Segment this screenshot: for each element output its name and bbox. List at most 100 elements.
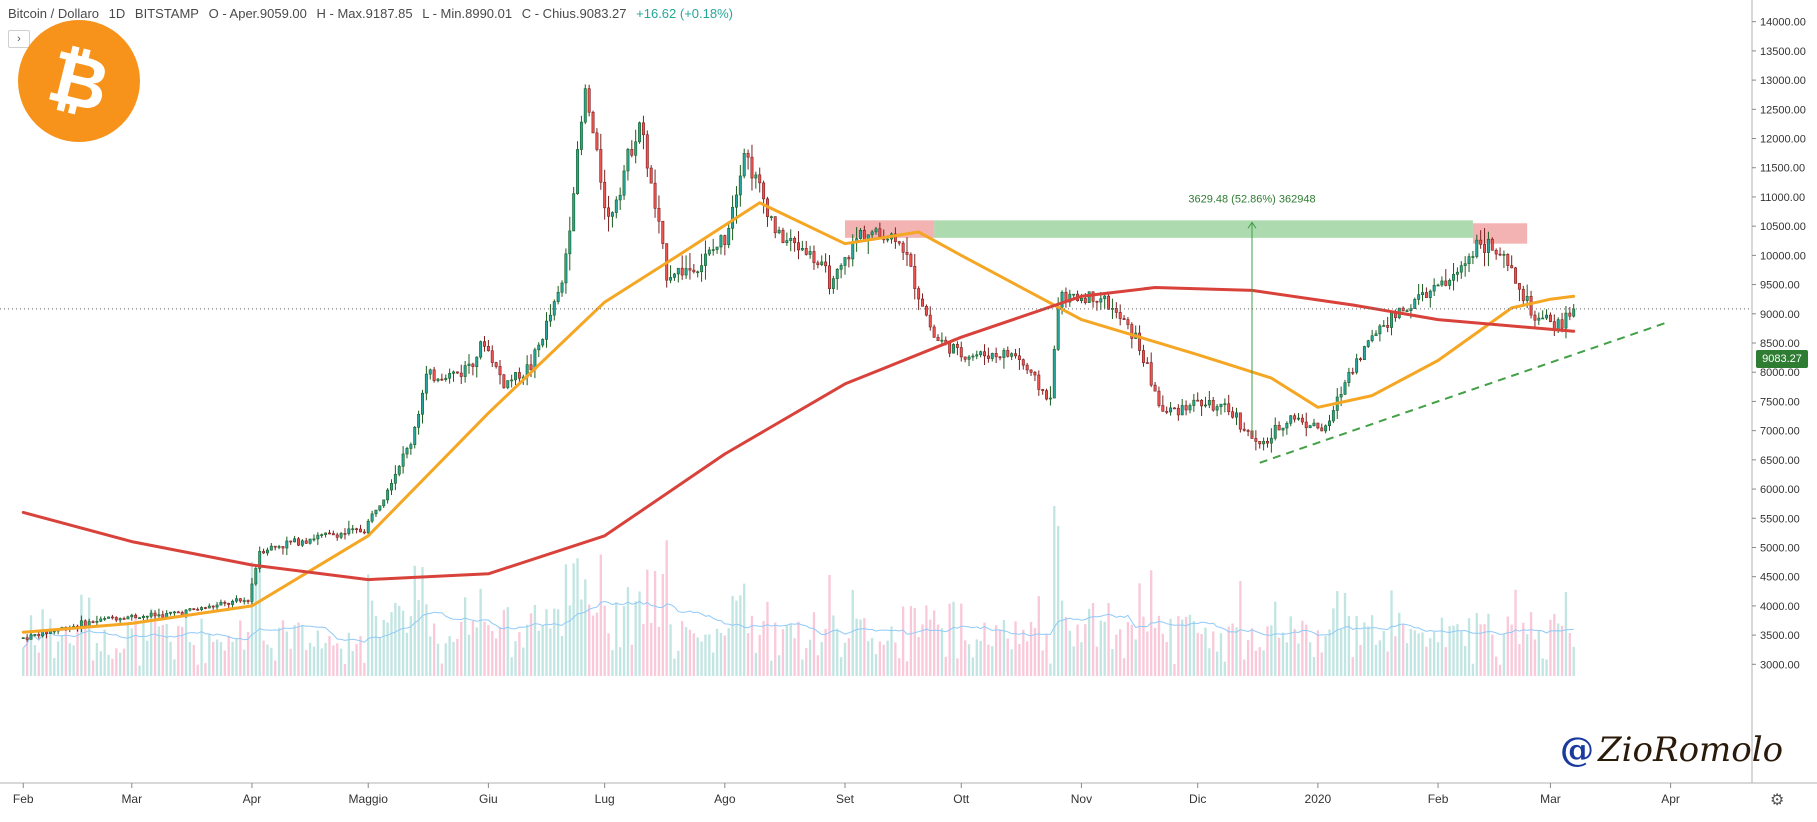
candle [1014,348,1018,359]
volume-bar [1336,591,1339,676]
candle-body [227,602,231,605]
candle-body [897,241,901,244]
candle [804,241,808,256]
price-tick-label: 3000.00 [1760,659,1800,671]
candle [1424,287,1428,298]
candle-body [428,369,432,375]
candle-body [839,265,843,270]
candle [1502,250,1506,268]
volume-bar [1049,663,1052,676]
volume-bar [1572,646,1575,676]
candle [1029,369,1033,376]
candle [979,350,983,358]
volume-bar [49,618,52,676]
volume-bar [1258,647,1261,676]
candle [347,520,351,536]
candle-body [1207,400,1211,406]
candle [293,535,297,543]
price-axis-panel [1752,0,1817,817]
volume-bar [479,588,482,676]
candle-body [517,372,521,379]
volume-bar [882,644,885,676]
candle-body [1471,256,1475,258]
candle-body [1405,310,1409,312]
candle-body [607,207,611,217]
volume-bar [324,642,327,676]
candle [1219,403,1223,415]
volume-bar [630,644,633,676]
candle-body [545,320,548,340]
candle [913,253,917,300]
interval-label[interactable]: 1D [108,6,126,21]
candle-body [1157,390,1161,406]
candle-body [374,509,378,515]
volume-bar [1270,625,1273,676]
volume-bar [901,606,905,676]
volume-bar [1142,616,1145,676]
volume-bar [1045,634,1048,676]
volume-bar [498,626,502,676]
candle [1269,428,1273,453]
candle-body [296,538,300,546]
volume-bar [1425,646,1428,676]
candle-body [1452,274,1456,281]
candle-body [661,220,665,244]
candle [1033,370,1037,382]
candle [1467,253,1471,273]
volume-bar [1370,615,1374,676]
volume-bar [642,623,645,676]
candle [1471,250,1475,265]
collapse-legend-button[interactable]: › [8,30,30,48]
time-tick-label: Apr [1661,792,1680,806]
candle-body [324,532,328,535]
volume-bar [944,656,947,676]
candle [223,600,227,607]
volume-bar [870,637,874,676]
candle [1494,248,1498,260]
candle-body [707,249,711,255]
candle-body [711,249,715,251]
volume-bar [967,644,971,676]
volume-bar [1041,650,1044,676]
volume-bar [1456,624,1459,676]
candle [1153,381,1157,392]
volume-bar [828,574,831,676]
volume-bar [1215,651,1219,676]
volume-bar [588,604,591,676]
candle [296,537,300,547]
gear-icon[interactable]: ⚙ [1770,792,1785,809]
volume-bar [425,604,428,676]
candle-body [1308,425,1312,429]
candle-body [254,568,258,585]
volume-bar [541,625,544,676]
candle-body [1041,389,1045,391]
candle-body [979,351,983,356]
candle [413,425,417,449]
candle [1351,367,1355,376]
volume-bar [994,625,998,676]
volume-bar [277,627,281,676]
volume-bar [1029,621,1033,676]
candle [1378,324,1382,342]
volume-bar [1382,630,1385,676]
volume-bar [545,609,548,676]
candle [335,532,339,541]
volume-bar [793,638,796,676]
volume-bar [735,600,738,676]
candle-body [1045,390,1049,400]
candle [773,216,777,239]
candle-body [680,267,684,276]
candle [1506,253,1510,272]
candle-body [448,373,452,379]
candle-body [417,413,421,428]
candle-body [1366,340,1370,347]
candle [176,610,180,614]
candle [622,165,626,200]
symbol-name[interactable]: Bitcoin / Dollaro [8,6,100,21]
candle [246,599,250,605]
candle-body [1502,254,1506,256]
volume-bar [514,641,517,676]
candle [948,342,952,358]
